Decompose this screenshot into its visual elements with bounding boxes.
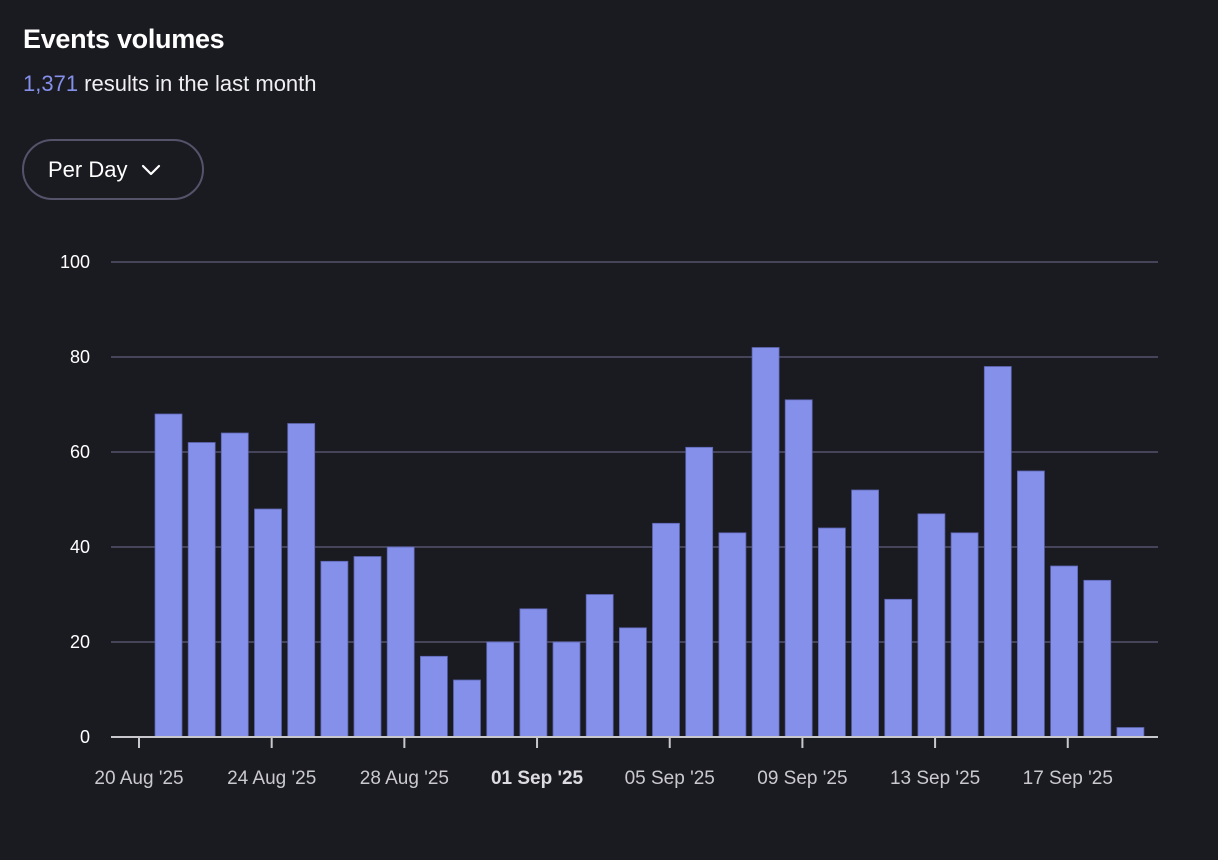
result-count: 1,371 (23, 71, 79, 96)
bar[interactable]: 17 Sep '25: 36 (1050, 565, 1078, 738)
bar[interactable]: 31 Aug '25: 20 (486, 641, 515, 738)
bar[interactable]: 10 Sep '25: 44 (818, 527, 846, 738)
bar[interactable]: 02 Sep '25: 20 (552, 641, 581, 738)
bar[interactable]: 30 Aug '25: 12 (453, 679, 481, 738)
interval-dropdown-label: Per Day (48, 156, 128, 182)
x-tick-label: 20 Aug '25 (94, 768, 183, 789)
x-tick-label: 13 Sep '25 (890, 768, 980, 789)
x-tick-label: 28 Aug '25 (360, 768, 449, 789)
y-tick-label: 20 (70, 632, 90, 652)
bars: 21 Aug '25: 6822 Aug '25: 6223 Aug '25: … (154, 347, 1145, 738)
bar[interactable]: 27 Aug '25: 38 (353, 556, 382, 738)
result-suffix: results in the last month (78, 71, 317, 96)
chevron-down-icon (141, 164, 161, 176)
bar[interactable]: 12 Sep '25: 29 (884, 598, 913, 738)
x-tick-label: 17 Sep '25 (1023, 768, 1113, 789)
bar[interactable]: 19 Sep '25: 2 (1116, 727, 1145, 738)
results-summary: 1,371 results in the last month (23, 71, 317, 97)
interval-dropdown[interactable]: Per Day (22, 139, 204, 200)
bar[interactable]: 25 Aug '25: 66 (287, 423, 316, 738)
bar[interactable]: 05 Sep '25: 45 (652, 522, 680, 738)
page-title: Events volumes (23, 24, 225, 54)
bar[interactable]: 06 Sep '25: 61 (685, 446, 714, 738)
x-tick-label: 09 Sep '25 (757, 768, 847, 789)
bar[interactable]: 29 Aug '25: 17 (419, 655, 448, 738)
bar[interactable]: 13 Sep '25: 47 (917, 513, 946, 738)
bar[interactable]: 09 Sep '25: 71 (784, 399, 813, 738)
bar[interactable]: 14 Sep '25: 43 (950, 532, 979, 738)
bar[interactable]: 28 Aug '25: 40 (386, 546, 415, 738)
bar[interactable]: 18 Sep '25: 33 (1083, 579, 1112, 738)
bar[interactable]: 07 Sep '25: 43 (718, 532, 747, 738)
bar[interactable]: 22 Aug '25: 62 (187, 442, 216, 738)
bar[interactable]: 21 Aug '25: 68 (154, 413, 183, 738)
y-tick-label: 80 (70, 347, 90, 367)
x-tick-label: 24 Aug '25 (227, 768, 316, 789)
bar[interactable]: 26 Aug '25: 37 (320, 560, 349, 738)
bar[interactable]: 11 Sep '25: 52 (851, 489, 879, 738)
bar[interactable]: 16 Sep '25: 56 (1017, 470, 1045, 738)
bar[interactable]: 04 Sep '25: 23 (619, 627, 647, 738)
bar[interactable]: 01 Sep '25: 27 (519, 608, 548, 738)
bar[interactable]: 24 Aug '25: 48 (254, 508, 282, 738)
bar[interactable]: 15 Sep '25: 78 (983, 366, 1012, 738)
x-tick-label: 01 Sep '25 (491, 768, 584, 789)
y-tick-label: 40 (70, 537, 90, 557)
x-axis: 20 Aug '25 24 Aug '25 28 Aug '25 01 Sep '25… (94, 736, 1158, 789)
bar[interactable]: 23 Aug '25: 64 (220, 432, 249, 738)
y-tick-label: 60 (70, 442, 90, 462)
y-axis-labels: 0 20 40 60 80 100 (60, 252, 90, 747)
y-tick-label: 0 (80, 727, 90, 747)
y-tick-label: 100 (60, 252, 90, 272)
x-tick-label: 05 Sep '25 (625, 768, 715, 789)
bar[interactable]: 03 Sep '25: 30 (585, 594, 614, 738)
bar[interactable]: 08 Sep '25: 82 (751, 347, 780, 738)
